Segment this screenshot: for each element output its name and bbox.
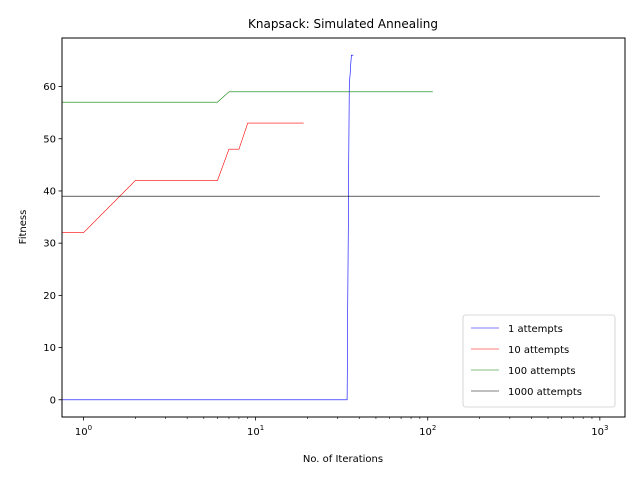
plot-frame — [61, 37, 626, 418]
legend-label: 1000 attempts — [508, 387, 582, 398]
chart-title: Knapsack: Simulated Annealing — [248, 17, 438, 31]
x-axis-label: No. of Iterations — [303, 454, 383, 465]
y-tick-label: 10 — [43, 343, 56, 354]
series-line-1 — [62, 122, 304, 234]
legend-label: 10 attempts — [508, 345, 569, 356]
x-tick-label: 101 — [247, 424, 264, 438]
y-tick-label: 50 — [43, 134, 56, 145]
series-layer — [62, 54, 600, 401]
series-line-2 — [62, 91, 433, 103]
legend: 1 attempts 10 attempts 100 attempts 1000 at… — [462, 314, 616, 408]
y-axis-label: Fitness — [18, 210, 29, 245]
y-tick-label: 30 — [43, 239, 56, 250]
x-axis: 100 101 102 103 — [75, 417, 608, 438]
legend-label: 1 attempts — [508, 324, 563, 335]
legend-box — [462, 314, 616, 408]
y-tick-label: 40 — [43, 186, 56, 197]
y-axis: 0 10 20 30 40 50 60 — [43, 82, 62, 406]
y-tick-label: 60 — [43, 82, 56, 93]
y-tick-label: 20 — [43, 291, 56, 302]
x-tick-label: 100 — [75, 424, 92, 438]
series-line-0 — [62, 54, 354, 401]
legend-label: 100 attempts — [508, 366, 576, 377]
y-tick-label: 0 — [50, 395, 56, 406]
x-tick-label: 103 — [591, 424, 608, 438]
x-tick-label: 102 — [419, 424, 436, 438]
